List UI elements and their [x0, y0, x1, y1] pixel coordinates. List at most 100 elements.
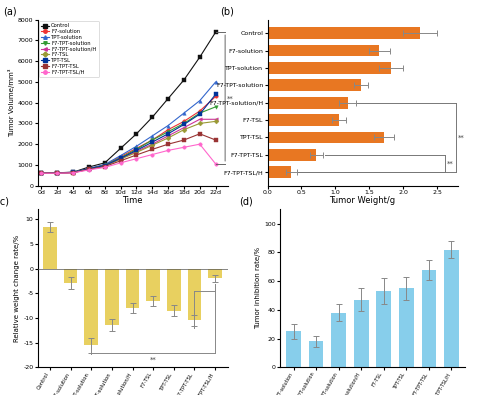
F7-TPT-TSL	[86, 167, 92, 172]
Bar	[399, 288, 413, 367]
F7-TPT-solution/H	[165, 134, 171, 138]
Bar	[268, 114, 339, 126]
Bar	[167, 269, 180, 310]
Text: **: **	[448, 160, 454, 167]
TPT-TSL	[118, 156, 124, 161]
Text: (d): (d)	[240, 196, 253, 206]
F7-solution	[86, 166, 92, 171]
Bar	[84, 269, 98, 345]
F7-TSL	[86, 167, 92, 171]
F7-TPT-solution/H	[181, 125, 187, 130]
TPT-TSL	[134, 148, 140, 153]
TPT-TSL	[212, 92, 218, 97]
F7-TPT-TSL/H	[212, 162, 218, 166]
F7-TPT-TSL	[118, 158, 124, 163]
Control	[197, 55, 203, 59]
TPT-solution	[54, 171, 60, 175]
Text: (c): (c)	[0, 196, 8, 206]
F7-TPT-TSL	[212, 137, 218, 142]
X-axis label: Time: Time	[122, 196, 143, 205]
Bar	[332, 313, 346, 367]
Control	[118, 146, 124, 150]
Bar	[64, 269, 78, 284]
Control	[38, 171, 44, 175]
F7-TPT-solution	[134, 147, 140, 152]
F7-TPT-TSL/H	[86, 167, 92, 172]
F7-TPT-solution	[38, 171, 44, 175]
Bar	[309, 342, 324, 367]
Bar	[208, 269, 222, 278]
F7-TPT-solution	[118, 155, 124, 160]
F7-TSL	[118, 157, 124, 162]
F7-solution	[165, 127, 171, 132]
TPT-solution	[197, 98, 203, 103]
Control	[165, 96, 171, 101]
F7-solution	[134, 146, 140, 150]
TPT-TSL	[54, 171, 60, 175]
F7-TPT-TSL/H	[181, 145, 187, 150]
F7-TPT-TSL	[70, 170, 76, 175]
Line: TPT-TSL: TPT-TSL	[40, 93, 218, 175]
TPT-solution	[70, 170, 76, 175]
TPT-TSL	[102, 163, 108, 168]
Bar	[444, 250, 459, 367]
F7-TPT-solution/H	[212, 117, 218, 122]
F7-TSL	[70, 170, 76, 175]
Bar	[268, 132, 384, 143]
TPT-TSL	[38, 171, 44, 175]
F7-TPT-TSL/H	[197, 142, 203, 147]
Text: (a): (a)	[4, 6, 17, 17]
Y-axis label: Relative weight change rate/%: Relative weight change rate/%	[14, 235, 20, 342]
TPT-solution	[150, 134, 156, 138]
TPT-TSL	[165, 132, 171, 136]
TPT-solution	[102, 162, 108, 167]
Text: **: **	[226, 96, 234, 102]
Bar	[146, 269, 160, 301]
F7-TPT-TSL/H	[38, 171, 44, 175]
F7-TSL	[212, 119, 218, 124]
F7-TSL	[181, 127, 187, 132]
Bar	[268, 62, 391, 74]
F7-solution	[197, 109, 203, 113]
F7-TPT-solution	[102, 163, 108, 168]
F7-TSL	[134, 150, 140, 155]
F7-TPT-TSL/H	[134, 156, 140, 161]
F7-TPT-solution/H	[197, 117, 203, 122]
Control	[70, 170, 76, 175]
Control	[181, 77, 187, 82]
TPT-TSL	[70, 170, 76, 175]
F7-solution	[150, 137, 156, 142]
TPT-solution	[181, 111, 187, 115]
F7-TPT-solution	[70, 170, 76, 175]
Bar	[422, 270, 436, 367]
F7-solution	[181, 119, 187, 124]
F7-TPT-TSL	[197, 132, 203, 136]
Text: **: **	[458, 134, 465, 141]
F7-solution	[102, 162, 108, 167]
F7-TPT-TSL/H	[54, 171, 60, 176]
Y-axis label: Tumor Volume/mm³: Tumor Volume/mm³	[8, 68, 15, 137]
Control	[150, 115, 156, 120]
F7-solution	[38, 171, 44, 175]
TPT-TSL	[197, 112, 203, 117]
F7-TPT-solution	[181, 121, 187, 126]
Control	[102, 160, 108, 165]
Control	[86, 165, 92, 169]
Text: **: **	[150, 356, 156, 363]
Bar	[126, 269, 139, 308]
F7-TSL	[102, 164, 108, 168]
Bar	[268, 79, 361, 91]
Line: F7-TPT-TSL/H: F7-TPT-TSL/H	[40, 143, 218, 175]
F7-TPT-solution/H	[54, 171, 60, 175]
F7-TPT-solution/H	[70, 170, 76, 175]
F7-TPT-solution	[165, 129, 171, 134]
F7-TPT-TSL	[102, 164, 108, 169]
F7-TPT-solution	[150, 137, 156, 142]
Bar	[286, 331, 301, 367]
Bar	[268, 45, 380, 56]
Bar	[188, 269, 201, 320]
TPT-TSL	[86, 166, 92, 171]
TPT-solution	[212, 79, 218, 84]
Line: TPT-solution: TPT-solution	[40, 80, 218, 175]
F7-TPT-solution/H	[134, 149, 140, 154]
